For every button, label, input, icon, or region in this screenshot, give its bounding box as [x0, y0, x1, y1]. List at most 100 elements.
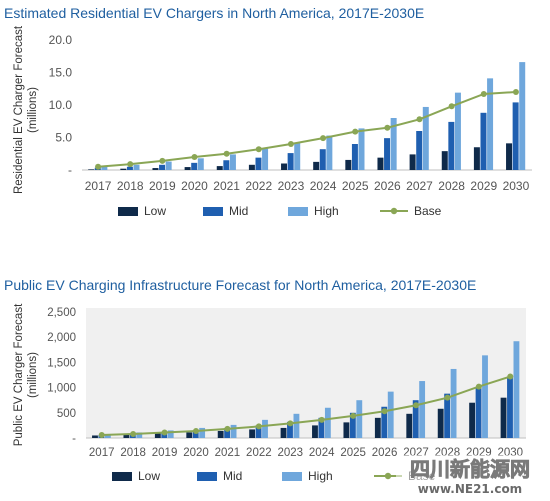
x-tick-label: 2028: [438, 179, 465, 193]
point-base: [507, 373, 514, 380]
x-tick-label: 2017: [85, 179, 112, 193]
y-tick-label: -: [72, 433, 76, 445]
legend-item-mid: Mid: [203, 204, 248, 218]
point-base: [512, 89, 519, 95]
bar-high: [387, 391, 394, 438]
bar-mid: [319, 149, 326, 170]
bar-high: [324, 407, 331, 438]
bar-low: [216, 166, 223, 170]
public-chart: Public EV Charging Infrastructure Foreca…: [4, 277, 526, 483]
x-tick-label: 2025: [342, 179, 369, 193]
x-tick-label: 2018: [120, 447, 146, 459]
y-tick-label: 10.0: [49, 98, 73, 112]
legend-item-high: High: [282, 469, 333, 483]
legend-swatch: [282, 472, 302, 481]
y-axis-title-line: Public EV Charger Forecast: [13, 303, 25, 446]
bar-low: [249, 429, 256, 438]
y-tick-label: 2,000: [47, 332, 76, 344]
bar-high: [519, 62, 526, 170]
x-tick-label: 2023: [277, 447, 303, 459]
legend-label: High: [308, 469, 333, 483]
legend-label: Mid: [223, 469, 242, 483]
x-tick-label: 2026: [372, 447, 398, 459]
legend-item-low: Low: [112, 469, 160, 483]
bar-low: [377, 157, 384, 170]
bar-high: [229, 154, 236, 170]
bar-mid: [381, 406, 388, 438]
x-tick-label: 2022: [245, 179, 272, 193]
plot-background: [86, 308, 526, 438]
point-base: [255, 146, 262, 153]
watermark-text: 四川新能源网: [410, 457, 530, 481]
point-base: [287, 141, 294, 147]
point-base: [127, 161, 134, 168]
bar-low: [312, 425, 318, 438]
point-base: [416, 116, 423, 123]
bar-high: [358, 128, 365, 170]
bar-mid: [416, 131, 423, 170]
point-base: [350, 412, 357, 419]
bar-high: [482, 355, 488, 438]
point-base: [224, 425, 231, 432]
watermark: 四川新能源网 www.NE21.com: [396, 455, 546, 497]
bar-low: [248, 164, 255, 170]
bar-high: [197, 158, 204, 170]
x-tick-label: 2030: [503, 179, 530, 193]
y-tick-label: 15.0: [49, 66, 73, 80]
bar-mid: [191, 162, 198, 170]
bar-mid: [351, 144, 358, 170]
bar-mid: [512, 102, 519, 170]
bar-high: [167, 430, 174, 438]
chart-title: Public EV Charging Infrastructure Foreca…: [4, 277, 476, 293]
x-tick-label: 2024: [309, 447, 335, 459]
bar-low: [406, 413, 413, 438]
bar-mid: [475, 386, 482, 438]
x-tick-label: 2026: [374, 179, 401, 193]
x-tick-label: 2017: [89, 447, 115, 459]
point-base: [287, 420, 294, 427]
bar-mid: [255, 157, 262, 170]
bar-mid: [192, 430, 199, 438]
bar-mid: [349, 412, 356, 438]
bar-low: [313, 161, 320, 170]
legend-label: Low: [144, 204, 166, 218]
y-axis-title-group: Residential EV Charger Forecast (millions…: [13, 25, 39, 194]
point-base: [255, 423, 262, 430]
bar-low: [120, 168, 127, 170]
legend-swatch-marker: [390, 207, 398, 215]
bar-high: [294, 142, 301, 170]
bar-high: [133, 164, 140, 170]
point-base: [191, 154, 198, 160]
bar-low: [281, 163, 288, 170]
bar-mid: [223, 160, 230, 170]
point-base: [193, 427, 199, 434]
legend-swatch: [288, 207, 308, 216]
bar-high: [101, 166, 108, 170]
legend-item-high: High: [288, 204, 339, 218]
y-tick-label: 1,000: [47, 383, 76, 395]
bar-mid: [384, 138, 391, 170]
y-tick-label: 20.0: [49, 33, 73, 47]
point-base: [159, 157, 166, 164]
y-axis-title-group: Public EV Charger Forecast (millions): [13, 303, 39, 446]
line-base: [101, 375, 511, 436]
bar-low: [500, 397, 507, 438]
bar-high: [104, 433, 111, 438]
bar-low: [92, 435, 98, 438]
watermark-url: www.NE21.com: [418, 482, 522, 496]
legend-label: High: [314, 204, 339, 218]
bar-low: [184, 167, 191, 170]
bar-mid: [507, 377, 513, 438]
y-tick-label: -: [68, 163, 72, 177]
legend-swatch: [118, 207, 138, 216]
legend-item-base: Base: [380, 204, 442, 218]
bar-low: [409, 154, 416, 170]
bar-mid: [412, 400, 419, 438]
bar-mid: [126, 166, 133, 170]
x-tick-label: 2021: [213, 179, 240, 193]
bar-low: [437, 408, 444, 438]
y-axis-title-line: (millions): [27, 87, 39, 133]
y-axis-title-line: Residential EV Charger Forecast: [13, 25, 25, 194]
